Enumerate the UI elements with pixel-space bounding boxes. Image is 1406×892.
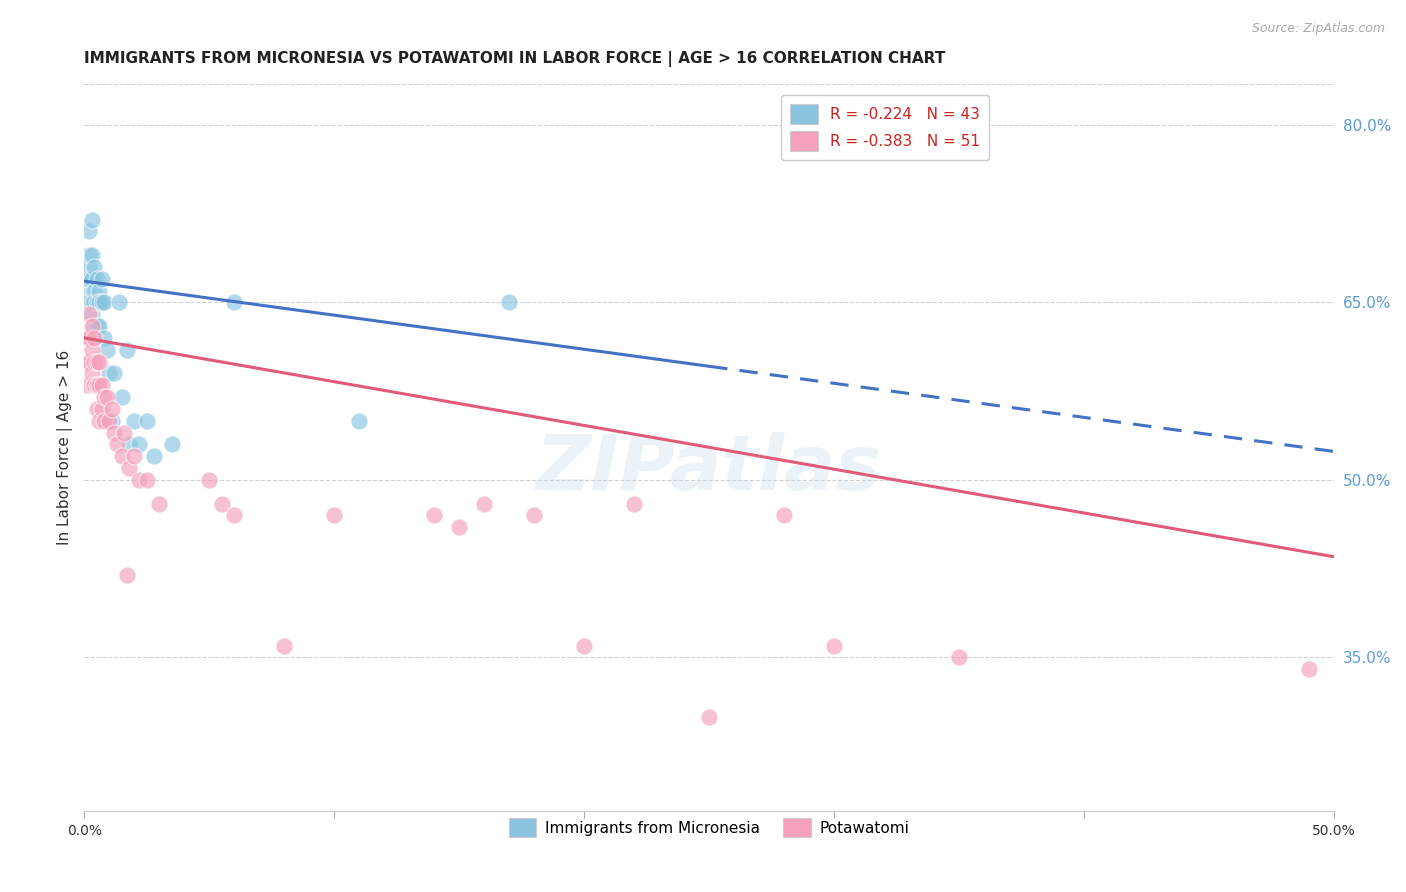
Point — [93, 414, 115, 428]
Point — [93, 331, 115, 345]
Point — [108, 295, 131, 310]
Point — [118, 437, 141, 451]
Point — [349, 414, 371, 428]
Point — [93, 390, 115, 404]
Point — [86, 319, 108, 334]
Point — [76, 378, 98, 392]
Point — [80, 248, 103, 262]
Point — [148, 497, 170, 511]
Point — [697, 709, 720, 723]
Point — [90, 271, 112, 285]
Point — [111, 449, 134, 463]
Point — [79, 295, 101, 310]
Point — [96, 343, 118, 357]
Point — [79, 331, 101, 345]
Point — [160, 437, 183, 451]
Point — [76, 331, 98, 345]
Point — [773, 508, 796, 523]
Point — [423, 508, 446, 523]
Point — [89, 319, 111, 334]
Point — [89, 284, 111, 298]
Point — [83, 331, 105, 345]
Point — [79, 307, 101, 321]
Point — [111, 390, 134, 404]
Y-axis label: In Labor Force | Age > 16: In Labor Force | Age > 16 — [58, 350, 73, 545]
Point — [90, 295, 112, 310]
Point — [79, 354, 101, 368]
Point — [124, 449, 146, 463]
Point — [273, 639, 295, 653]
Point — [135, 473, 157, 487]
Point — [86, 271, 108, 285]
Point — [115, 343, 138, 357]
Point — [90, 378, 112, 392]
Point — [143, 449, 166, 463]
Point — [86, 378, 108, 392]
Point — [89, 414, 111, 428]
Point — [79, 260, 101, 274]
Point — [89, 354, 111, 368]
Point — [83, 319, 105, 334]
Point — [76, 354, 98, 368]
Point — [76, 271, 98, 285]
Point — [124, 414, 146, 428]
Point — [79, 224, 101, 238]
Point — [83, 354, 105, 368]
Point — [86, 295, 108, 310]
Point — [948, 650, 970, 665]
Point — [80, 319, 103, 334]
Point — [118, 461, 141, 475]
Point — [101, 414, 124, 428]
Point — [80, 212, 103, 227]
Point — [80, 343, 103, 357]
Point — [101, 401, 124, 416]
Point — [103, 367, 125, 381]
Point — [1298, 662, 1320, 676]
Text: IMMIGRANTS FROM MICRONESIA VS POTAWATOMI IN LABOR FORCE | AGE > 16 CORRELATION C: IMMIGRANTS FROM MICRONESIA VS POTAWATOMI… — [84, 51, 946, 67]
Point — [498, 295, 520, 310]
Point — [823, 639, 845, 653]
Point — [472, 497, 495, 511]
Text: ZIPatlas: ZIPatlas — [536, 433, 882, 506]
Point — [80, 271, 103, 285]
Point — [224, 295, 246, 310]
Point — [80, 295, 103, 310]
Point — [105, 437, 128, 451]
Point — [86, 401, 108, 416]
Point — [98, 414, 121, 428]
Legend: Immigrants from Micronesia, Potawatomi: Immigrants from Micronesia, Potawatomi — [502, 812, 915, 844]
Point — [76, 284, 98, 298]
Point — [96, 390, 118, 404]
Point — [98, 367, 121, 381]
Point — [128, 473, 150, 487]
Point — [83, 295, 105, 310]
Point — [83, 260, 105, 274]
Point — [80, 307, 103, 321]
Point — [115, 567, 138, 582]
Point — [90, 401, 112, 416]
Point — [83, 284, 105, 298]
Point — [89, 295, 111, 310]
Point — [211, 497, 233, 511]
Point — [523, 508, 546, 523]
Point — [574, 639, 596, 653]
Point — [323, 508, 346, 523]
Point — [112, 425, 135, 440]
Point — [89, 378, 111, 392]
Point — [198, 473, 221, 487]
Point — [86, 354, 108, 368]
Point — [623, 497, 645, 511]
Point — [128, 437, 150, 451]
Point — [449, 520, 471, 534]
Point — [80, 367, 103, 381]
Point — [135, 414, 157, 428]
Point — [224, 508, 246, 523]
Point — [93, 295, 115, 310]
Point — [83, 378, 105, 392]
Point — [79, 248, 101, 262]
Point — [76, 295, 98, 310]
Text: Source: ZipAtlas.com: Source: ZipAtlas.com — [1251, 22, 1385, 36]
Point — [79, 271, 101, 285]
Point — [103, 425, 125, 440]
